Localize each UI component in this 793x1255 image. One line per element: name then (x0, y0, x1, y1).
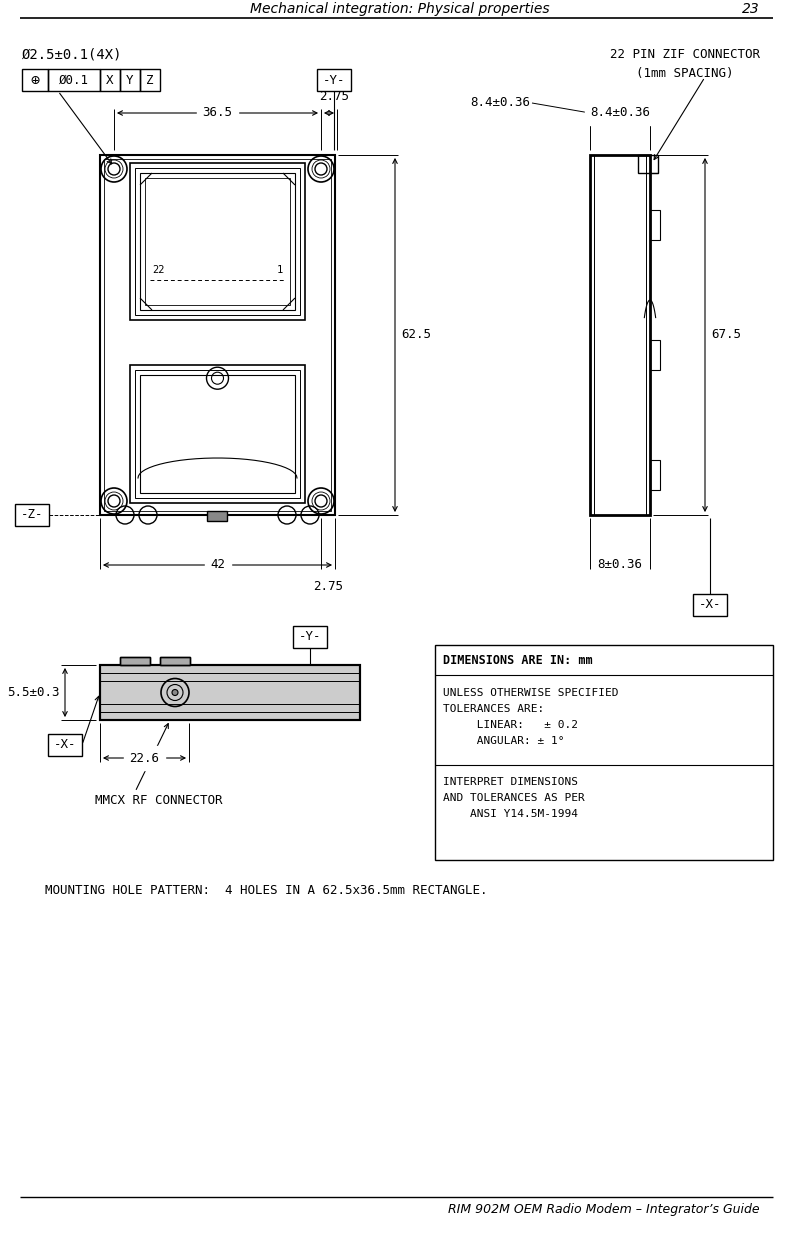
Bar (650, 340, 660, 370)
Circle shape (172, 689, 178, 695)
Bar (650, 461, 660, 489)
Text: 36.5: 36.5 (202, 107, 232, 119)
Bar (104, 159, 331, 511)
Text: -X-: -X- (699, 599, 722, 611)
Bar (100, 665, 360, 720)
Text: MOUNTING HOLE PATTERN:  4 HOLES IN A 62.5x36.5mm RECTANGLE.: MOUNTING HOLE PATTERN: 4 HOLES IN A 62.5… (45, 884, 488, 896)
Text: AND TOLERANCES AS PER: AND TOLERANCES AS PER (443, 793, 584, 803)
Bar (638, 156, 658, 173)
Text: -Y-: -Y- (299, 630, 321, 644)
Text: Mechanical integration: Physical properties: Mechanical integration: Physical propert… (250, 3, 550, 16)
Text: 22.6: 22.6 (129, 752, 159, 764)
Text: X: X (106, 74, 113, 87)
Text: LINEAR:   ± 0.2: LINEAR: ± 0.2 (443, 720, 578, 730)
Bar (293, 626, 327, 648)
Bar (135, 168, 300, 315)
Bar (130, 365, 305, 503)
Bar (100, 69, 120, 92)
Text: -X-: -X- (54, 738, 76, 752)
Text: 62.5: 62.5 (401, 329, 431, 341)
Text: -Y-: -Y- (323, 74, 345, 87)
Text: ANSI Y14.5M-1994: ANSI Y14.5M-1994 (443, 809, 578, 820)
Bar (693, 594, 727, 616)
Text: 1: 1 (277, 265, 283, 275)
Text: -Z-: -Z- (21, 508, 44, 522)
Bar (120, 69, 140, 92)
Text: Z: Z (146, 74, 154, 87)
Bar (594, 156, 646, 515)
Bar (160, 658, 190, 665)
Bar (207, 511, 227, 521)
Text: Ø0.1: Ø0.1 (59, 74, 89, 87)
Bar (100, 665, 360, 720)
Text: Ø2.5±0.1(4X): Ø2.5±0.1(4X) (22, 48, 122, 61)
Text: MMCX RF CONNECTOR: MMCX RF CONNECTOR (95, 793, 223, 807)
Text: INTERPRET DIMENSIONS: INTERPRET DIMENSIONS (443, 777, 578, 787)
Bar (15, 505, 49, 526)
Text: DIMENSIONS ARE IN: mm: DIMENSIONS ARE IN: mm (443, 654, 592, 666)
Bar (48, 734, 82, 756)
Text: ANGULAR: ± 1°: ANGULAR: ± 1° (443, 735, 565, 745)
Bar (140, 375, 295, 493)
Bar (317, 69, 351, 92)
Text: ⊕: ⊕ (30, 73, 40, 88)
Bar (120, 658, 150, 665)
Text: Y: Y (126, 74, 134, 87)
Text: 8.4±0.36: 8.4±0.36 (590, 107, 650, 119)
Bar (100, 156, 335, 515)
Text: UNLESS OTHERWISE SPECIFIED: UNLESS OTHERWISE SPECIFIED (443, 688, 619, 698)
Bar (160, 658, 190, 665)
Text: 8.4±0.36: 8.4±0.36 (470, 97, 530, 109)
Text: 42: 42 (210, 558, 225, 571)
Text: (1mm SPACING): (1mm SPACING) (636, 67, 734, 79)
Bar (120, 658, 150, 665)
Text: 22: 22 (152, 265, 164, 275)
Bar (135, 370, 300, 498)
Bar (145, 178, 290, 305)
Text: 5.5±0.3: 5.5±0.3 (7, 686, 60, 699)
Text: 8±0.36: 8±0.36 (597, 558, 642, 571)
Bar (590, 156, 650, 515)
Bar (140, 173, 295, 310)
Text: 2.75: 2.75 (313, 581, 343, 594)
Text: 22 PIN ZIF CONNECTOR: 22 PIN ZIF CONNECTOR (610, 49, 760, 61)
Text: 23: 23 (742, 3, 760, 16)
Bar (140, 69, 160, 92)
Bar (130, 163, 305, 320)
Bar (22, 69, 48, 92)
Text: 2.75: 2.75 (319, 90, 349, 103)
Bar (435, 645, 773, 860)
Text: TOLERANCES ARE:: TOLERANCES ARE: (443, 704, 544, 714)
Bar (48, 69, 100, 92)
Bar (650, 210, 660, 240)
Text: RIM 902M OEM Radio Modem – Integrator’s Guide: RIM 902M OEM Radio Modem – Integrator’s … (448, 1202, 760, 1216)
Text: 67.5: 67.5 (711, 329, 741, 341)
